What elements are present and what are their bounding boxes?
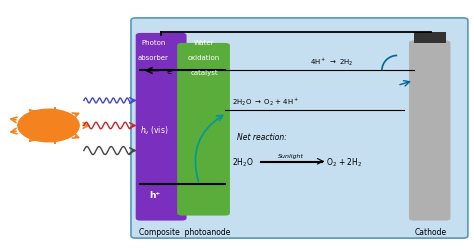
FancyBboxPatch shape [409,41,450,221]
Text: catalyst: catalyst [190,70,218,75]
Text: Water: Water [194,40,214,46]
Text: Photon: Photon [141,40,165,46]
Text: oxidation: oxidation [188,54,220,60]
Text: Cathode: Cathode [415,228,447,236]
Text: Composite  photoanode: Composite photoanode [139,228,231,236]
Text: Sunlight: Sunlight [278,153,304,159]
Text: absorber: absorber [137,54,169,60]
Text: O$_2$ + 2H$_2$: O$_2$ + 2H$_2$ [326,156,362,168]
Circle shape [18,110,79,142]
Text: e⁻: e⁻ [166,67,176,76]
Text: 4H$^+$ $\rightarrow$ 2H$_2$: 4H$^+$ $\rightarrow$ 2H$_2$ [310,56,353,68]
Bar [414,33,446,44]
Text: $h_\nu$ (vis): $h_\nu$ (vis) [140,123,169,136]
Text: Net reaction:: Net reaction: [237,133,287,142]
Text: h⁺: h⁺ [149,190,160,199]
FancyBboxPatch shape [177,44,230,216]
FancyBboxPatch shape [131,19,468,238]
Text: 2H$_2$O $\rightarrow$ O$_2$ + 4H$^+$: 2H$_2$O $\rightarrow$ O$_2$ + 4H$^+$ [232,96,300,107]
FancyBboxPatch shape [136,34,187,221]
Text: 2H$_2$O: 2H$_2$O [232,156,254,168]
